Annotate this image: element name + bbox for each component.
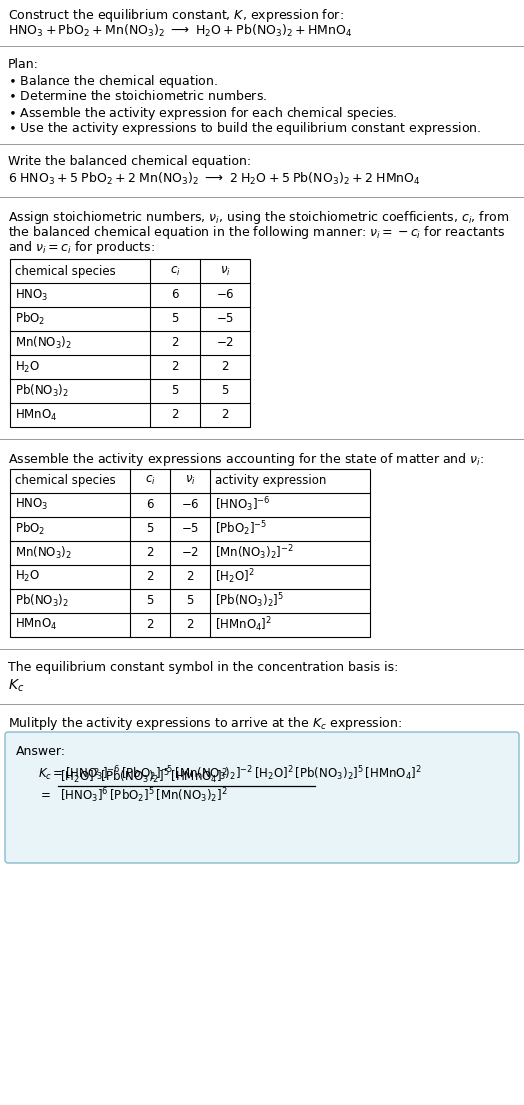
Text: Assemble the activity expressions accounting for the state of matter and $\nu_i$: Assemble the activity expressions accoun… <box>8 451 484 469</box>
Text: $[\mathrm{H_2O}]^2\,[\mathrm{Pb(NO_3)_2}]^5\,[\mathrm{HMnO_4}]^2$: $[\mathrm{H_2O}]^2\,[\mathrm{Pb(NO_3)_2}… <box>60 767 227 786</box>
Text: $c_i$: $c_i$ <box>145 474 155 487</box>
Text: 6: 6 <box>146 498 154 511</box>
Text: $[\mathrm{H_2O}]^2$: $[\mathrm{H_2O}]^2$ <box>215 567 255 586</box>
Text: $-5$: $-5$ <box>216 313 234 326</box>
Text: 2: 2 <box>146 618 154 631</box>
Text: 5: 5 <box>221 385 228 398</box>
Text: $\mathrm{Pb(NO_3)_2}$: $\mathrm{Pb(NO_3)_2}$ <box>15 592 69 609</box>
Text: 2: 2 <box>186 618 194 631</box>
Text: chemical species: chemical species <box>15 264 116 277</box>
Text: Mulitply the activity expressions to arrive at the $K_c$ expression:: Mulitply the activity expressions to arr… <box>8 716 402 733</box>
Text: The equilibrium constant symbol in the concentration basis is:: The equilibrium constant symbol in the c… <box>8 661 398 674</box>
Text: $-2$: $-2$ <box>181 546 199 559</box>
Bar <box>10 259 250 427</box>
Text: $c_i$: $c_i$ <box>170 264 180 277</box>
Text: 5: 5 <box>171 385 179 398</box>
Text: 5: 5 <box>171 313 179 326</box>
Text: 6: 6 <box>171 288 179 302</box>
Text: $\mathrm{HMnO_4}$: $\mathrm{HMnO_4}$ <box>15 617 58 632</box>
Text: $\mathrm{HNO_3}$: $\mathrm{HNO_3}$ <box>15 497 49 512</box>
Text: $-6$: $-6$ <box>216 288 234 302</box>
Text: $[\mathrm{HMnO_4}]^2$: $[\mathrm{HMnO_4}]^2$ <box>215 615 272 634</box>
Text: Answer:: Answer: <box>16 745 66 758</box>
Text: $\nu_i$: $\nu_i$ <box>220 264 231 277</box>
Text: $\mathrm{H_2O}$: $\mathrm{H_2O}$ <box>15 359 40 375</box>
Text: Construct the equilibrium constant, $K$, expression for:: Construct the equilibrium constant, $K$,… <box>8 7 344 24</box>
Text: chemical species: chemical species <box>15 474 116 487</box>
Text: 2: 2 <box>171 360 179 373</box>
Text: and $\nu_i = c_i$ for products:: and $\nu_i = c_i$ for products: <box>8 240 155 256</box>
Text: 2: 2 <box>146 570 154 583</box>
Text: $K_c = [\mathrm{HNO_3}]^{-6}$$\,[\mathrm{PbO_2}]^{-5}$$\,[\mathrm{Mn(NO_3)_2}]^{: $K_c = [\mathrm{HNO_3}]^{-6}$$\,[\mathrm… <box>38 765 422 783</box>
Text: $[\mathrm{PbO_2}]^{-5}$: $[\mathrm{PbO_2}]^{-5}$ <box>215 519 267 538</box>
Text: $\bullet$ Assemble the activity expression for each chemical species.: $\bullet$ Assemble the activity expressi… <box>8 105 397 122</box>
Text: $\bullet$ Determine the stoichiometric numbers.: $\bullet$ Determine the stoichiometric n… <box>8 90 267 103</box>
Text: Write the balanced chemical equation:: Write the balanced chemical equation: <box>8 156 251 168</box>
Text: 5: 5 <box>146 522 154 535</box>
Bar <box>10 469 370 636</box>
Text: $\mathrm{6\;HNO_3 + 5\;PbO_2 + 2\;Mn(NO_3)_2}$ $\longrightarrow$ $\mathrm{2\;H_2: $\mathrm{6\;HNO_3 + 5\;PbO_2 + 2\;Mn(NO_… <box>8 171 421 187</box>
Text: 2: 2 <box>146 546 154 559</box>
Text: $\mathrm{H_2O}$: $\mathrm{H_2O}$ <box>15 569 40 585</box>
Text: 5: 5 <box>146 594 154 607</box>
Text: $\bullet$ Balance the chemical equation.: $\bullet$ Balance the chemical equation. <box>8 74 218 91</box>
Text: $[\mathrm{Pb(NO_3)_2}]^5$: $[\mathrm{Pb(NO_3)_2}]^5$ <box>215 591 284 610</box>
Text: 2: 2 <box>171 409 179 421</box>
Text: $\mathrm{PbO_2}$: $\mathrm{PbO_2}$ <box>15 520 46 537</box>
Text: $\mathrm{HNO_3 + PbO_2 + Mn(NO_3)_2}$ $\longrightarrow$ $\mathrm{H_2O + Pb(NO_3): $\mathrm{HNO_3 + PbO_2 + Mn(NO_3)_2}$ $\… <box>8 22 353 39</box>
Text: $-5$: $-5$ <box>181 522 199 535</box>
Text: $\mathrm{Mn(NO_3)_2}$: $\mathrm{Mn(NO_3)_2}$ <box>15 335 72 351</box>
Text: $\mathrm{HNO_3}$: $\mathrm{HNO_3}$ <box>15 287 49 303</box>
Text: activity expression: activity expression <box>215 474 326 487</box>
Text: $-6$: $-6$ <box>181 498 199 511</box>
Text: $\mathrm{PbO_2}$: $\mathrm{PbO_2}$ <box>15 311 46 327</box>
Text: 2: 2 <box>171 337 179 349</box>
Text: $K_c$: $K_c$ <box>8 678 24 694</box>
FancyBboxPatch shape <box>5 732 519 863</box>
Text: Plan:: Plan: <box>8 57 39 71</box>
Text: $=$: $=$ <box>38 788 51 800</box>
Text: $[\mathrm{HNO_3}]^6\,[\mathrm{PbO_2}]^5\,[\mathrm{Mn(NO_3)_2}]^2$: $[\mathrm{HNO_3}]^6\,[\mathrm{PbO_2}]^5\… <box>60 786 227 804</box>
Text: $\mathrm{Pb(NO_3)_2}$: $\mathrm{Pb(NO_3)_2}$ <box>15 383 69 399</box>
Text: 2: 2 <box>186 570 194 583</box>
Text: $\nu_i$: $\nu_i$ <box>184 474 195 487</box>
Text: 2: 2 <box>221 360 229 373</box>
Text: $\bullet$ Use the activity expressions to build the equilibrium constant express: $\bullet$ Use the activity expressions t… <box>8 120 481 137</box>
Text: $-2$: $-2$ <box>216 337 234 349</box>
Text: $[\mathrm{HNO_3}]^{-6}$: $[\mathrm{HNO_3}]^{-6}$ <box>215 495 270 514</box>
Text: $\mathrm{HMnO_4}$: $\mathrm{HMnO_4}$ <box>15 408 58 422</box>
Text: $\mathrm{Mn(NO_3)_2}$: $\mathrm{Mn(NO_3)_2}$ <box>15 545 72 560</box>
Text: 5: 5 <box>187 594 194 607</box>
Text: $[\mathrm{Mn(NO_3)_2}]^{-2}$: $[\mathrm{Mn(NO_3)_2}]^{-2}$ <box>215 544 294 561</box>
Text: the balanced chemical equation in the following manner: $\nu_i = -c_i$ for react: the balanced chemical equation in the fo… <box>8 224 506 241</box>
Text: 2: 2 <box>221 409 229 421</box>
Text: Assign stoichiometric numbers, $\nu_i$, using the stoichiometric coefficients, $: Assign stoichiometric numbers, $\nu_i$, … <box>8 209 509 225</box>
